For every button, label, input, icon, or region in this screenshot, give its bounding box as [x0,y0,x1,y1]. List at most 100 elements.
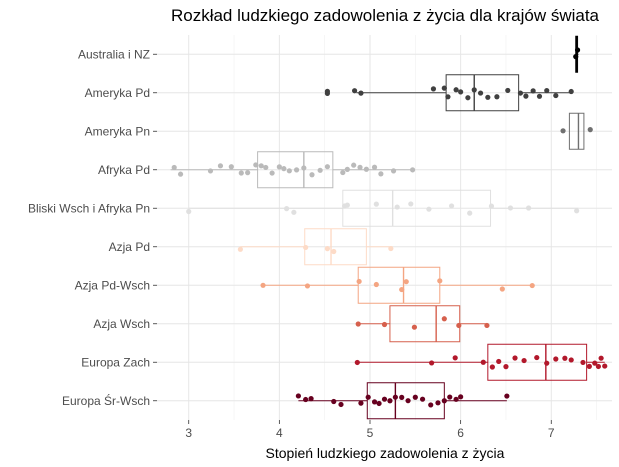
data-point [441,85,447,91]
data-point [441,316,447,322]
data-point [356,278,362,285]
data-point [408,201,414,207]
data-point [363,166,369,172]
data-point [217,163,224,169]
data-point [544,87,550,94]
data-point [412,394,418,400]
data-point [409,167,416,173]
data-point [388,245,394,252]
data-point [354,359,360,366]
data-point [574,208,580,214]
data-point [284,206,290,212]
data-point [447,394,453,400]
data-point [238,170,244,176]
data-point [448,203,455,209]
data-point [324,88,330,94]
data-point [523,93,529,99]
boxplot-3 [568,112,585,150]
data-point [355,321,361,327]
data-point [365,394,371,400]
data-point [477,90,484,96]
data-point [376,400,382,407]
data-point [276,164,282,170]
data-point [171,164,177,171]
data-point [394,204,400,210]
data-point [595,363,602,370]
data-point [484,322,490,329]
data-point [357,164,363,170]
data-point [381,321,388,328]
data-point [371,164,378,170]
y-tick-label: Azja Pd [109,240,150,254]
data-point [568,357,574,363]
data-point [452,355,458,361]
points [171,47,608,408]
y-tick-label: Azja Wsch [93,317,150,331]
data-point [392,394,398,400]
data-point [530,88,536,94]
data-point [308,396,314,402]
data-point [281,166,287,172]
x-tick-label: 6 [457,426,464,440]
data-point [303,244,309,251]
data-point [499,286,505,292]
data-point [260,282,266,288]
data-point [263,164,269,171]
data-point [351,162,357,168]
data-point [453,87,459,93]
data-point [467,210,473,216]
data-point [598,355,604,361]
data-point [390,168,397,174]
data-point [429,360,435,366]
data-point [568,88,574,95]
data-point [480,359,486,365]
data-point [258,163,264,169]
data-point [373,201,379,207]
data-point [562,355,568,361]
data-point [286,168,292,174]
data-point [458,89,464,95]
x-tick-label: 7 [548,426,555,440]
data-point [331,248,337,255]
data-point [587,127,593,133]
y-tick-label: Bliski Wsch i Afryka Pn [28,201,150,215]
data-point [340,169,346,176]
data-point [435,400,441,406]
box-iqr [357,266,441,304]
x-axis-ticks: 3 4 5 6 7 [185,420,555,440]
data-point [553,356,559,362]
data-point [445,94,451,100]
box-iqr [568,112,585,150]
data-point [504,393,510,399]
data-point [304,283,311,289]
data-point [428,402,434,408]
data-point [378,171,384,177]
data-point [303,396,309,403]
data-point [177,171,184,177]
data-point [324,246,330,252]
data-point [331,398,337,405]
data-point [602,363,608,369]
box-iqr [257,151,334,189]
data-point [237,246,243,252]
data-point [507,205,514,211]
data-point [373,281,379,288]
data-point [186,208,192,215]
y-tick-label: Afryka Pd [98,163,150,177]
data-point [344,166,350,172]
x-axis-label: Stopień ludzkiego zadowolenia z życia [266,445,505,461]
data-point [488,203,495,209]
data-point [453,396,459,402]
y-axis-ticks: Australia i NZ Ameryka Pd Ameryka Pn Afryka… [28,47,157,408]
data-point [291,209,297,215]
data-point [580,359,586,366]
data-point [419,396,426,402]
data-point [295,393,301,399]
data-point [496,358,502,365]
x-tick-label: 4 [276,426,283,440]
y-tick-label: Ameryka Pd [85,86,150,100]
data-point [534,354,540,361]
data-point [405,398,411,404]
data-point [560,128,566,134]
